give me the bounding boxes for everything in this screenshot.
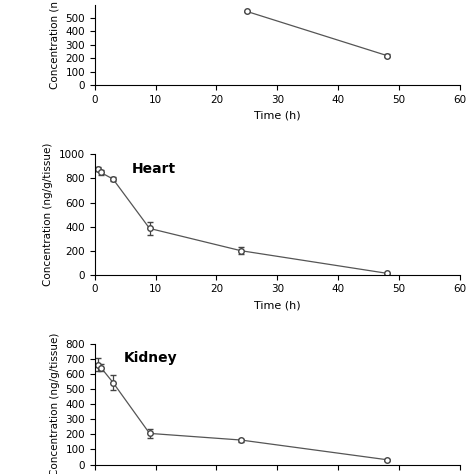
- Y-axis label: Concentration (n: Concentration (n: [50, 1, 60, 89]
- X-axis label: Time (h): Time (h): [254, 300, 301, 310]
- Y-axis label: Concentration (ng/g/tissue): Concentration (ng/g/tissue): [44, 143, 54, 286]
- X-axis label: Time (h): Time (h): [254, 110, 301, 120]
- Text: Heart: Heart: [131, 162, 175, 176]
- Y-axis label: Concentration (ng/g/tissue): Concentration (ng/g/tissue): [50, 333, 60, 474]
- Text: Kidney: Kidney: [124, 351, 178, 365]
